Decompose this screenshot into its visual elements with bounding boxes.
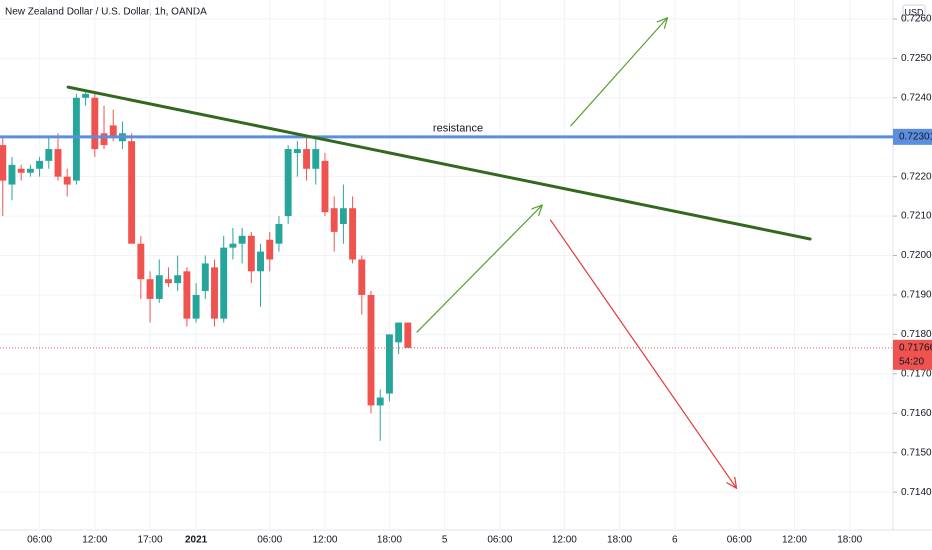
candle-body [45, 149, 53, 161]
candle-body [0, 145, 7, 181]
arrow-head [531, 204, 543, 210]
trend-line [66, 85, 812, 241]
candle-body [404, 322, 412, 348]
candle-body [211, 267, 218, 319]
candle-body [349, 208, 357, 260]
chart-title: New Zealand Dollar / U.S. Dollar, 1h, OA… [5, 7, 207, 18]
candle-body [293, 149, 301, 154]
candle-body [63, 176, 71, 185]
x-tick-label: 6 [672, 535, 678, 546]
x-tick-label: 06:00 [257, 535, 282, 546]
candle-body [247, 235, 255, 272]
arrow-head [656, 17, 669, 23]
x-tick-label: 12:00 [312, 535, 337, 546]
arrow-head [663, 17, 669, 29]
x-tick-label: 12:00 [782, 535, 807, 546]
last-price-label: 0.71766 [899, 342, 932, 353]
candle-body [128, 141, 136, 244]
candle-body [385, 334, 393, 394]
candle-body [192, 294, 200, 319]
candle-body [100, 133, 108, 146]
candle-body [36, 160, 44, 169]
x-tick-label: 18:00 [837, 535, 862, 546]
x-tick-label: 06:00 [27, 535, 52, 546]
candle-body [165, 279, 172, 284]
candle-body [266, 239, 274, 260]
arrow [416, 204, 543, 333]
currency-label[interactable]: USD [904, 7, 924, 17]
candle-body [339, 208, 347, 224]
candle-body [367, 294, 375, 406]
candle-body [183, 271, 191, 319]
candle-body [201, 263, 209, 292]
candle-body [330, 208, 338, 232]
candle-body [155, 275, 163, 299]
candle-body [26, 168, 34, 173]
currency-box[interactable] [902, 4, 926, 21]
candle-body [321, 160, 329, 213]
resistance-label: resistance [433, 123, 483, 135]
x-tick-label: 5 [442, 535, 448, 546]
x-tick-label: 06:00 [487, 535, 512, 546]
resistance-price-box [893, 128, 932, 145]
candle-body [109, 125, 117, 138]
arrow-head [538, 204, 543, 217]
x-tick-label: 2021 [185, 535, 208, 546]
candle-body [395, 322, 403, 343]
candle-body [376, 397, 384, 406]
candle-body [174, 275, 182, 284]
x-tick-label: 18:00 [377, 535, 402, 546]
arrow-head [726, 482, 738, 489]
candle-body [229, 243, 237, 248]
last-price-box [893, 339, 932, 370]
candle-body [72, 97, 80, 181]
resistance-price-label: 0.72301 [899, 131, 932, 142]
x-tick-label: 12:00 [82, 535, 107, 546]
candle-body [220, 247, 228, 319]
candle-body [358, 259, 366, 295]
x-tick-label: 17:00 [138, 535, 163, 546]
arrow-head [734, 476, 738, 489]
candle-body [82, 93, 90, 98]
candle-body [238, 235, 246, 244]
candle-body [54, 149, 62, 177]
candle-body [312, 149, 320, 169]
candle-body [91, 97, 99, 150]
arrow [570, 17, 669, 127]
x-tick-label: 12:00 [552, 535, 577, 546]
arrow [549, 219, 738, 489]
candle-body [257, 251, 264, 272]
candle-body [137, 243, 145, 280]
candle-body [146, 279, 154, 299]
candle-body [275, 223, 283, 244]
candle-body [17, 168, 25, 173]
candle-body [303, 149, 311, 169]
x-tick-label: 18:00 [607, 535, 632, 546]
candle-body [8, 164, 16, 185]
countdown-label: 54:20 [899, 356, 924, 367]
candle-body [284, 149, 292, 217]
x-tick-label: 06:00 [727, 535, 752, 546]
